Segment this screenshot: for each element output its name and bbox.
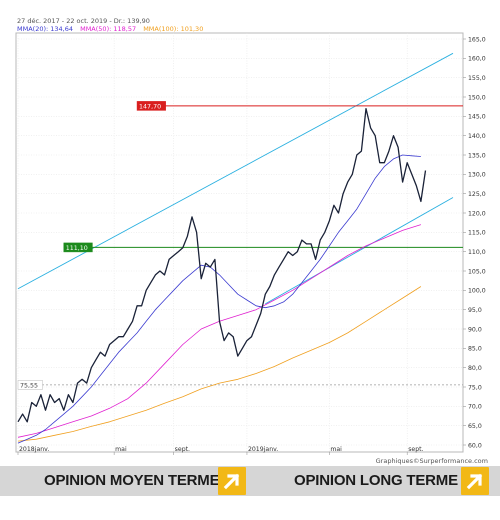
price-level-label: 75,55 <box>20 382 38 389</box>
y-tick-label: 160,0 <box>468 56 486 63</box>
y-tick-label: 85,0 <box>468 346 482 353</box>
y-tick-label: 100,0 <box>468 288 486 295</box>
x-tick-label: 2018janv. <box>19 446 49 453</box>
y-tick-label: 145,0 <box>468 114 486 121</box>
legend-mma100: MMA(100): 101,30 <box>143 25 204 33</box>
x-tick-label: sept. <box>175 446 190 453</box>
moving-average-legend: MMA(20): 134,64 MMA(50): 118,57 MMA(100)… <box>17 25 203 33</box>
price-level-label: 147,70 <box>139 103 161 110</box>
price-chart: 60,0 65,0 70,0 75,0 80,0 85,0 90,0 95,0 100,0 105… <box>15 32 486 455</box>
plot-frame <box>15 32 464 453</box>
y-tick-label: 60,0 <box>468 442 482 449</box>
y-tick-label: 105,0 <box>468 268 486 275</box>
y-tick-label: 120,0 <box>468 210 486 217</box>
y-tick-label: 110,0 <box>468 249 486 256</box>
y-tick-label: 80,0 <box>468 365 482 372</box>
mma20-series-line <box>17 154 421 444</box>
chart-credit: Graphiques©Surperformance.com <box>375 457 488 465</box>
arrow-up-right-icon <box>223 473 240 490</box>
x-tick-label: 2019janv. <box>248 446 278 453</box>
plot-area <box>17 52 463 444</box>
opinion-medium-arrow-button[interactable] <box>218 467 246 495</box>
x-tick-label: mai <box>330 446 342 453</box>
y-tick-label: 135,0 <box>468 152 486 159</box>
opinion-medium-term-label: OPINION MOYEN TERME <box>44 472 220 489</box>
price-level-box <box>17 380 43 390</box>
y-tick-label: 90,0 <box>468 326 482 333</box>
chart-date-range: 27 déc. 2017 - 22 oct. 2019 - Dr.: 139,9… <box>17 17 150 25</box>
y-tick-label: 140,0 <box>468 133 486 140</box>
legend-mma20: MMA(20): 134,64 <box>17 25 74 33</box>
x-tick-label: mai <box>115 446 127 453</box>
price-series-line <box>17 107 427 423</box>
y-tick-label: 65,0 <box>468 423 482 430</box>
price-level-box <box>63 242 93 253</box>
trend-channel-line <box>265 197 454 305</box>
price-level-box <box>136 101 166 111</box>
legend-mma50: MMA(50): 118,57 <box>80 25 137 33</box>
y-tick-label: 150,0 <box>468 94 486 101</box>
y-tick-label: 155,0 <box>468 75 486 82</box>
y-tick-label: 95,0 <box>468 307 482 314</box>
arrow-up-right-icon <box>466 473 483 490</box>
y-tick-label: 125,0 <box>468 191 486 198</box>
y-tick-label: 165,0 <box>468 36 486 43</box>
mma100-series-line <box>17 286 422 442</box>
x-tick-label: sept. <box>408 446 423 453</box>
y-tick-label: 70,0 <box>468 404 482 411</box>
price-level-label: 111,10 <box>66 245 88 252</box>
opinion-bar: OPINION MOYEN TERME OPINION LONG TERME <box>0 466 500 496</box>
opinion-long-term-label: OPINION LONG TERME <box>294 472 458 489</box>
y-tick-label: 75,0 <box>468 384 482 391</box>
opinion-long-arrow-button[interactable] <box>461 467 489 495</box>
y-tick-label: 115,0 <box>468 230 486 237</box>
y-tick-label: 130,0 <box>468 172 486 179</box>
